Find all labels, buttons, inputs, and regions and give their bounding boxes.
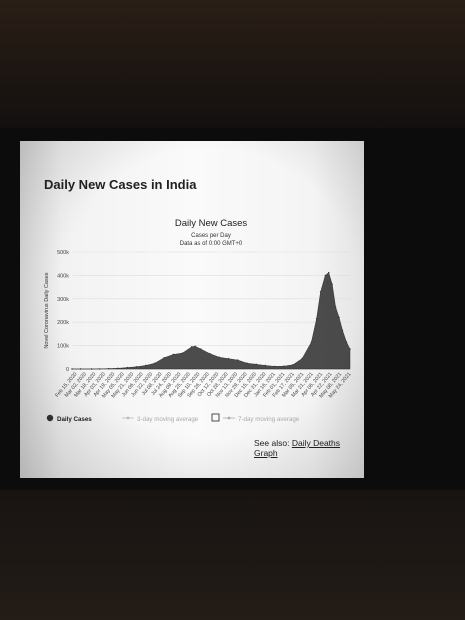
legend-checkbox	[211, 413, 220, 422]
series-area-daily-cases	[72, 272, 351, 370]
y-tick-label: 300k	[57, 297, 69, 303]
legend-marker	[126, 416, 130, 420]
data-point	[331, 283, 333, 285]
data-point	[79, 368, 82, 370]
data-point	[172, 353, 174, 356]
data-point	[349, 348, 351, 350]
data-point	[273, 365, 276, 368]
see-also-label: See also:	[254, 438, 290, 448]
y-tick-label: 500k	[57, 250, 69, 256]
y-tick-label: 100k	[57, 344, 69, 350]
data-point	[108, 367, 110, 370]
data-point	[98, 368, 101, 370]
background-bottom	[0, 490, 465, 620]
data-point	[246, 362, 248, 364]
data-point	[117, 367, 119, 369]
data-point	[301, 357, 303, 360]
data-point	[345, 341, 348, 343]
y-tick-label: 400k	[57, 273, 69, 279]
screen: Daily New Cases in India Daily New Cases…	[20, 141, 364, 478]
chart-subtitle-line2: Data as of 0:00 GMT+0	[180, 241, 243, 247]
data-point	[341, 329, 344, 332]
legend-marker-daily-cases	[46, 414, 54, 422]
data-point	[283, 365, 285, 367]
legend-marker	[227, 416, 231, 420]
data-point	[292, 364, 294, 366]
data-point	[126, 366, 128, 369]
y-tick-label: 200k	[57, 320, 69, 326]
data-point	[324, 274, 326, 277]
data-point	[90, 368, 93, 370]
data-point	[194, 345, 196, 347]
daily-deaths-graph-link[interactable]: Daily Deaths Graph	[254, 438, 341, 458]
data-point	[319, 291, 322, 293]
page-title: Daily New Cases in India	[44, 177, 197, 192]
data-point	[154, 362, 156, 364]
data-point	[334, 306, 337, 308]
data-point	[200, 348, 202, 350]
chart-subtitle-line1: Cases per Day	[191, 233, 231, 239]
data-point	[310, 341, 313, 343]
data-point	[237, 359, 239, 361]
data-point	[71, 368, 73, 370]
data-point	[209, 353, 211, 355]
legend-label: Daily Cases	[57, 416, 92, 423]
data-point	[163, 357, 165, 359]
data-point	[227, 358, 230, 360]
data-point	[328, 271, 330, 274]
data-point	[135, 366, 138, 368]
y-axis-label: Novel Coronavirus Daily Cases	[44, 272, 50, 348]
data-point	[255, 363, 257, 365]
background-top	[0, 0, 465, 130]
data-point	[218, 356, 220, 358]
legend-label: 3-day moving average	[137, 416, 199, 423]
data-point	[264, 364, 267, 367]
legend-label: 7-day moving average	[238, 416, 300, 423]
see-also: See also: Daily Deaths Graph	[254, 438, 364, 458]
chart-title: Daily New Cases	[175, 218, 248, 229]
data-point	[191, 346, 193, 348]
data-point	[315, 318, 318, 320]
chart: Daily New Cases Cases per Day Data as of 0…	[44, 218, 353, 423]
y-tick-label: 0	[66, 367, 69, 373]
data-point	[338, 316, 340, 319]
data-point	[145, 364, 147, 367]
data-point	[181, 352, 184, 354]
